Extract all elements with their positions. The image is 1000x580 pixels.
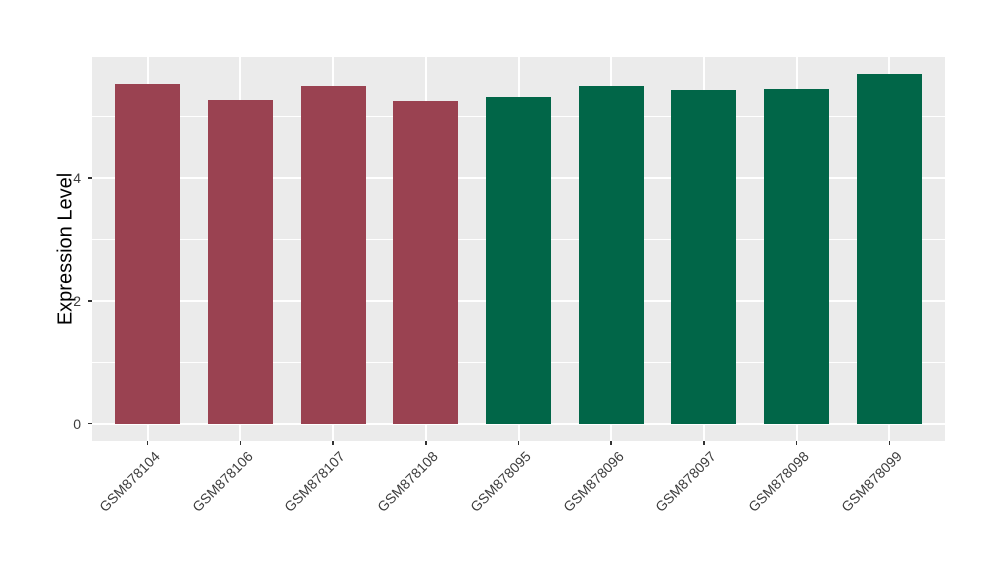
plot-panel (92, 57, 945, 441)
bar-GSM878107 (300, 86, 366, 424)
x-tick-mark-GSM878098 (795, 441, 798, 445)
x-tick-label-GSM878097: GSM878097 (652, 448, 720, 515)
y-tick-mark-2 (88, 300, 92, 302)
y-tick-label-4: 4 (73, 170, 81, 187)
y-tick-label-0: 0 (73, 415, 81, 432)
x-tick-label-GSM878096: GSM878096 (559, 448, 627, 515)
x-tick-label-GSM878106: GSM878106 (188, 448, 256, 515)
x-tick-label-GSM878108: GSM878108 (374, 448, 442, 515)
bar-GSM878099 (856, 74, 922, 424)
y-tick-label-2: 2 (73, 292, 81, 309)
x-tick-mark-GSM878095 (517, 441, 520, 445)
x-tick-label-GSM878107: GSM878107 (281, 448, 349, 515)
x-tick-label-GSM878104: GSM878104 (96, 448, 163, 515)
bar-GSM878096 (578, 85, 644, 424)
x-tick-label-GSM878099: GSM878099 (837, 448, 905, 515)
bar-GSM878095 (486, 96, 551, 424)
x-tick-mark-GSM878097 (703, 441, 705, 445)
bar-GSM878098 (764, 89, 830, 424)
x-tick-label-GSM878095: GSM878095 (466, 448, 534, 515)
x-tick-mark-GSM878099 (888, 441, 891, 445)
bar-GSM878108 (393, 100, 459, 424)
x-tick-mark-GSM878096 (610, 441, 612, 445)
x-tick-mark-GSM878108 (425, 441, 427, 445)
x-tick-mark-GSM878106 (239, 441, 242, 445)
bar-GSM878097 (671, 90, 737, 424)
y-tick-mark-4 (88, 177, 92, 179)
x-tick-mark-GSM878104 (146, 441, 149, 445)
x-tick-mark-GSM878107 (332, 441, 334, 445)
bar-GSM878106 (207, 100, 273, 424)
bar-GSM878104 (115, 83, 181, 424)
x-tick-label-GSM878098: GSM878098 (745, 448, 812, 515)
y-tick-mark-0 (88, 422, 92, 425)
